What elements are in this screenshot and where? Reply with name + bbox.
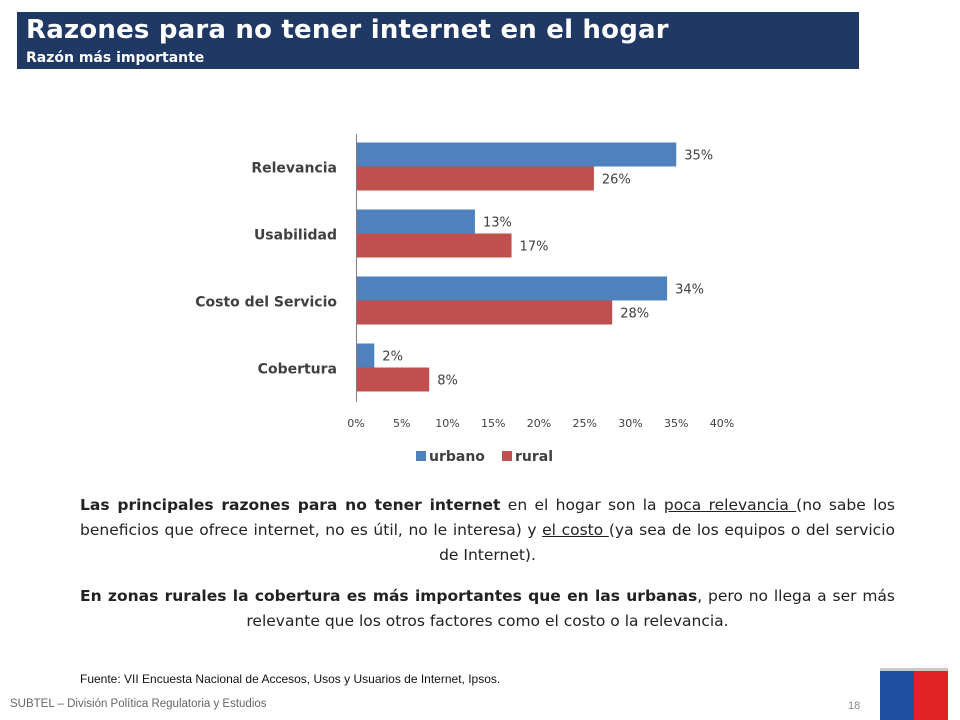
bar-rural <box>357 233 512 258</box>
category-label: Usabilidad <box>254 228 337 244</box>
x-tick-label: 0% <box>347 417 364 430</box>
x-tick-label: 20% <box>527 417 551 430</box>
x-tick-label: 40% <box>710 417 734 430</box>
data-label: 28% <box>620 307 649 322</box>
p1-text-relevance-detail: (no sabe los beneficios que ofrece inter… <box>80 496 895 539</box>
category-label: Relevancia <box>251 161 337 177</box>
data-label: 17% <box>520 240 549 255</box>
p1-text-cost-detail: (ya sea de los equipos o del servicio de… <box>439 521 895 564</box>
bar-urbano <box>357 343 375 368</box>
bar-urbano <box>357 209 475 234</box>
flag-top-shade <box>880 668 948 671</box>
p1-bold-text: Las principales razones para no tener in… <box>80 496 501 514</box>
x-tick-label: 10% <box>435 417 459 430</box>
paragraph-main-reasons: Las principales razones para no tener in… <box>80 493 895 568</box>
data-label: 8% <box>437 374 458 389</box>
x-tick-label: 5% <box>393 417 410 430</box>
bar-chart: Relevancia 35% 26% Usabilidad 13% 17% Costo de… <box>195 134 734 465</box>
data-label: 35% <box>684 149 713 164</box>
data-label: 13% <box>483 216 512 231</box>
title-banner: Razones para no tener internet en el hog… <box>17 12 859 69</box>
bar-rural <box>357 367 430 392</box>
bar-rural <box>357 300 613 325</box>
chile-flag-logo <box>880 668 948 720</box>
p2-bold-text: En zonas rurales la cobertura es más imp… <box>80 587 698 605</box>
category-label: Cobertura <box>258 362 337 378</box>
x-tick-label: 35% <box>664 417 688 430</box>
bar-urbano <box>357 276 668 301</box>
page-number: 18 <box>848 700 861 712</box>
data-label: 2% <box>382 350 403 365</box>
source-note: Fuente: VII Encuesta Nacional de Accesos… <box>80 672 501 686</box>
data-label: 34% <box>675 283 704 298</box>
bar-rural <box>357 166 594 191</box>
x-tick-label: 25% <box>573 417 597 430</box>
legend-swatch-urbano <box>416 451 426 461</box>
paragraph-rural-coverage: En zonas rurales la cobertura es más imp… <box>80 584 895 634</box>
p2-text: , pero no llega a ser más relevante que … <box>246 587 896 630</box>
p1-underline-relevance: poca relevancia <box>663 496 797 514</box>
p1-underline-cost: el costo <box>542 521 609 539</box>
x-tick-label: 15% <box>481 417 505 430</box>
slide-subtitle: Razón más importante <box>26 50 205 66</box>
p1-text: en el hogar son la <box>500 496 664 514</box>
flag-red-stripe <box>914 668 948 720</box>
x-tick-label: 30% <box>618 417 642 430</box>
footer-org: SUBTEL – División Política Regulatoria y… <box>10 698 267 710</box>
slide-title: Razones para no tener internet en el hog… <box>26 15 669 45</box>
legend-swatch-rural <box>502 451 512 461</box>
bar-urbano <box>357 142 677 167</box>
legend-label-rural: rural <box>515 449 553 465</box>
flag-blue-stripe <box>880 668 914 720</box>
category-label: Costo del Servicio <box>195 295 337 311</box>
legend-label-urbano: urbano <box>429 449 485 465</box>
data-label: 26% <box>602 173 631 188</box>
